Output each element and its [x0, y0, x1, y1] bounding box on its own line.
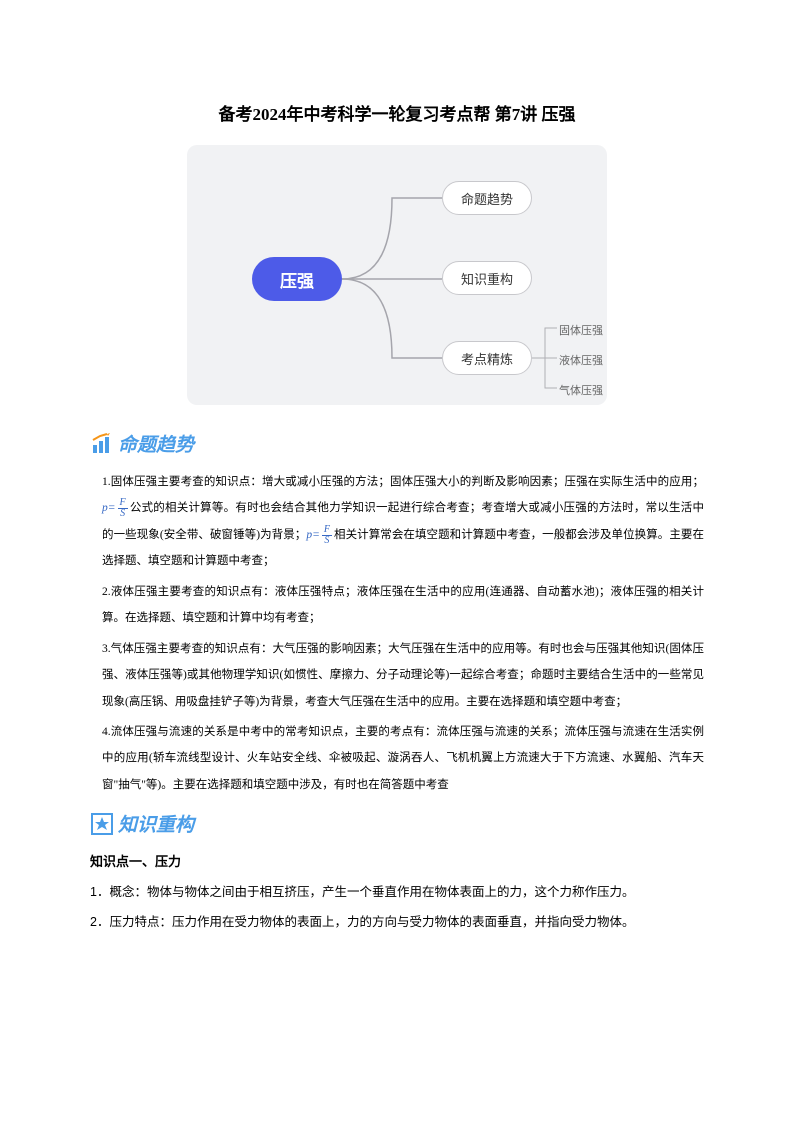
mind-map-diagram: 压强 命题趋势 知识重构 考点精炼 固体压强 液体压强 气体压强 — [187, 145, 607, 405]
section-2-header: 知识重构 — [90, 810, 704, 837]
page-title: 备考2024年中考科学一轮复习考点帮 第7讲 压强 — [90, 100, 704, 125]
knowledge-2: 2．压力特点：压力作用在受力物体的表面上，力的方向与受力物体的表面垂直，并指向受… — [90, 910, 704, 935]
section-1-title: 命题趋势 — [118, 430, 194, 457]
sub-node-2: 液体压强 — [559, 352, 603, 368]
item-3: 3.气体压强主要考查的知识点有：大气压强的影响因素；大气压强在生活中的应用等。有… — [102, 636, 704, 715]
item-2: 2.液体压强主要考查的知识点有：液体压强特点；液体压强在生活中的应用(连通器、自… — [102, 579, 704, 632]
k2-text: 压力特点：压力作用在受力物体的表面上，力的方向与受力物体的表面垂直，并指向受力物… — [109, 915, 634, 929]
item-1-pre: 固体压强主要考查的知识点：增大或减小压强的方法；固体压强大小的判断及影响因素；压… — [111, 476, 704, 488]
item-3-text: 气体压强主要考查的知识点有：大气压强的影响因素；大气压强在生活中的应用等。有时也… — [102, 643, 704, 708]
item-4: 4.流体压强与流速的关系是中考中的常考知识点，主要的考点有：流体压强与流速的关系… — [102, 719, 704, 798]
branch-node-2: 知识重构 — [442, 261, 532, 295]
chart-icon — [90, 432, 114, 456]
section-1-header: 命题趋势 — [90, 430, 704, 457]
k2-num: 2． — [90, 915, 109, 929]
diagram-connectors — [187, 145, 607, 405]
item-4-text: 流体压强与流速的关系是中考中的常考知识点，主要的考点有：流体压强与流速的关系；流… — [102, 726, 704, 791]
formula-2-pre: p= — [306, 529, 320, 541]
sub-node-1: 固体压强 — [559, 322, 603, 338]
item-2-num: 2. — [102, 586, 111, 598]
item-1: 1.固体压强主要考查的知识点：增大或减小压强的方法；固体压强大小的判断及影响因素… — [102, 469, 704, 575]
knowledge-subtitle: 知识点一、压力 — [90, 851, 704, 870]
section-1-content: 1.固体压强主要考查的知识点：增大或减小压强的方法；固体压强大小的判断及影响因素… — [90, 469, 704, 798]
item-1-num: 1. — [102, 476, 111, 488]
k1-text: 概念：物体与物体之间由于相互挤压，产生一个垂直作用在物体表面上的力，这个力称作压… — [109, 885, 634, 899]
star-icon — [90, 812, 114, 836]
item-2-text: 液体压强主要考查的知识点有：液体压强特点；液体压强在生活中的应用(连通器、自动蓄… — [102, 586, 704, 624]
sub-node-3: 气体压强 — [559, 382, 603, 398]
knowledge-1: 1．概念：物体与物体之间由于相互挤压，产生一个垂直作用在物体表面上的力，这个力称… — [90, 880, 704, 905]
formula-2: p=FS — [306, 529, 334, 541]
item-4-num: 4. — [102, 726, 111, 738]
item-3-num: 3. — [102, 643, 111, 655]
formula-1: p=FS — [102, 502, 130, 514]
branch-node-3: 考点精炼 — [442, 341, 532, 375]
section-2-title: 知识重构 — [118, 810, 194, 837]
k1-num: 1． — [90, 885, 109, 899]
center-node: 压强 — [252, 257, 342, 301]
formula-1-pre: p= — [102, 502, 116, 514]
branch-node-1: 命题趋势 — [442, 181, 532, 215]
